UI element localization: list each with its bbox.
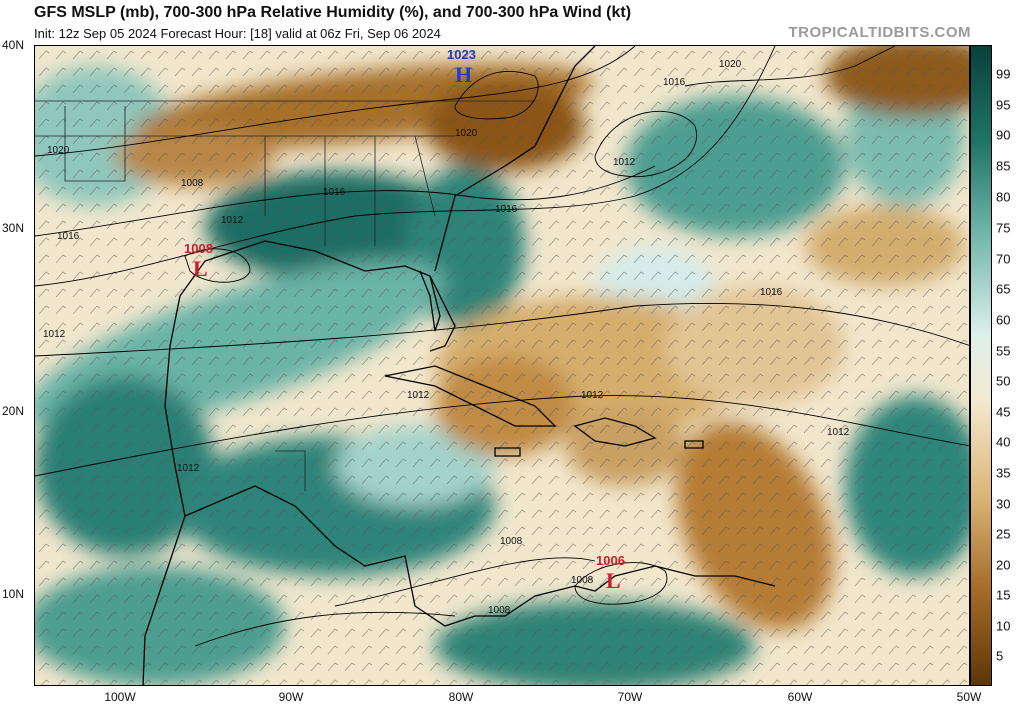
gulf-coast bbox=[142, 240, 441, 685]
isobar-label: 1008 bbox=[488, 605, 511, 616]
florida-coast bbox=[429, 275, 456, 352]
colorbar-label: 85 bbox=[996, 158, 1011, 174]
colorbar-label: 80 bbox=[996, 189, 1011, 205]
lon-label-50w: 50W bbox=[956, 690, 982, 704]
map-title: GFS MSLP (mb), 700-300 hPa Relative Humi… bbox=[34, 4, 632, 21]
colorbar-label: 99 bbox=[996, 66, 1011, 82]
map-canvas: 1020 1016 1012 1008 1016 1012 1020 1016 … bbox=[35, 46, 969, 685]
colorbar-label: 5 bbox=[996, 648, 1004, 664]
low-pressure-letter: L bbox=[606, 568, 621, 593]
isobar-label: 1012 bbox=[407, 390, 430, 401]
colorbar-label: 40 bbox=[996, 434, 1011, 450]
coastlines bbox=[142, 46, 776, 685]
isobar-label: 1020 bbox=[455, 128, 478, 139]
jamaica bbox=[494, 447, 521, 457]
state-borders bbox=[35, 100, 535, 491]
colorbar-gradient bbox=[971, 46, 991, 685]
lon-label-80w: 80W bbox=[448, 690, 474, 704]
colorbar-label: 90 bbox=[996, 127, 1011, 143]
lat-label-20n: 20N bbox=[2, 404, 25, 418]
colorbar-label: 35 bbox=[996, 465, 1011, 481]
colorbar-label: 20 bbox=[996, 557, 1011, 573]
isobar-label: 1012 bbox=[581, 390, 604, 401]
lat-label-30n: 30N bbox=[2, 221, 25, 235]
lat-label-40n: 40N bbox=[2, 38, 25, 52]
isobar-label: 1012 bbox=[827, 427, 850, 438]
colorbar-label: 65 bbox=[996, 281, 1011, 297]
isobar-labels: 1020 1016 1012 1008 1016 1012 1020 1016 … bbox=[43, 59, 850, 616]
colorbar-label: 70 bbox=[996, 251, 1011, 267]
lon-label-70w: 70W bbox=[617, 690, 643, 704]
colorbar-label: 45 bbox=[996, 404, 1011, 420]
lon-label-60w: 60W bbox=[787, 690, 813, 704]
isobar-label: 1016 bbox=[663, 77, 686, 88]
isobar-label: 1012 bbox=[43, 329, 66, 340]
humidity-colorbar bbox=[970, 45, 992, 686]
isobar-label: 1008 bbox=[181, 178, 204, 189]
colorbar-label: 10 bbox=[996, 618, 1011, 634]
colorbar-label: 60 bbox=[996, 312, 1011, 328]
high-pressure-letter: H bbox=[455, 62, 472, 87]
lat-label-10n: 10N bbox=[2, 587, 25, 601]
lon-label-100w: 100W bbox=[104, 690, 136, 704]
isobar-label: 1020 bbox=[47, 145, 70, 156]
brand-watermark: TROPICALTIDBITS.COM bbox=[788, 24, 971, 41]
cuba bbox=[384, 365, 557, 427]
low-pressure-system-gulf: 1008 L bbox=[184, 241, 213, 281]
isobar-label: 1012 bbox=[177, 463, 200, 474]
isobars bbox=[35, 46, 969, 647]
hispaniola bbox=[573, 417, 657, 447]
central-south-america-coast bbox=[184, 485, 776, 627]
humidity-map: 1020 1016 1012 1008 1016 1012 1020 1016 … bbox=[34, 45, 970, 686]
isobar-label: 1012 bbox=[613, 157, 636, 168]
isobar-label: 1020 bbox=[719, 59, 742, 70]
colorbar-label: 15 bbox=[996, 587, 1011, 603]
lon-label-90w: 90W bbox=[278, 690, 304, 704]
wind-barbs bbox=[35, 46, 969, 685]
low-pressure-value: 1006 bbox=[596, 553, 625, 568]
atlantic-coast bbox=[434, 46, 596, 272]
low-pressure-letter: L bbox=[193, 256, 208, 281]
isobar-label: 1016 bbox=[57, 231, 80, 242]
high-pressure-value: 1023 bbox=[447, 47, 476, 62]
low-pressure-system-caribbean: 1006 L bbox=[596, 553, 625, 593]
high-pressure-system: 1023 H bbox=[447, 47, 476, 87]
map-subtitle: Init: 12z Sep 05 2024 Forecast Hour: [18… bbox=[34, 26, 441, 41]
isobar-label: 1016 bbox=[323, 187, 346, 198]
isobar-label: 1016 bbox=[760, 287, 783, 298]
puerto-rico bbox=[684, 440, 704, 449]
isobar-label: 1008 bbox=[571, 575, 594, 586]
colorbar-label: 75 bbox=[996, 220, 1011, 236]
low-pressure-value: 1008 bbox=[184, 241, 213, 256]
colorbar-label: 50 bbox=[996, 373, 1011, 389]
isobar-label: 1016 bbox=[495, 204, 518, 215]
colorbar-label: 25 bbox=[996, 526, 1011, 542]
colorbar-label: 55 bbox=[996, 343, 1011, 359]
isobar-label: 1008 bbox=[500, 536, 523, 547]
isobar-label: 1012 bbox=[221, 215, 244, 226]
colorbar-label: 95 bbox=[996, 97, 1011, 113]
colorbar-label: 30 bbox=[996, 496, 1011, 512]
